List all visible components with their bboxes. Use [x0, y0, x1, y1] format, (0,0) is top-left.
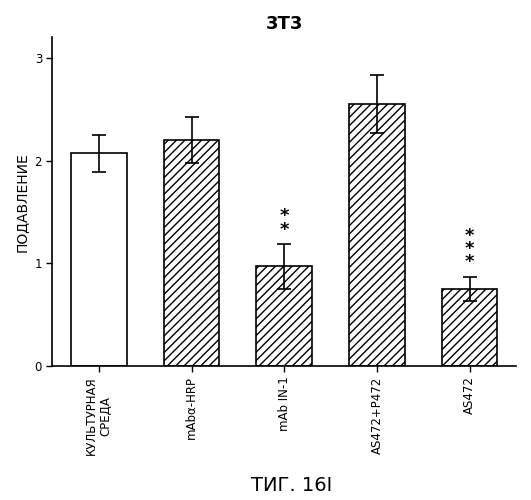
Title: 3T3: 3T3	[266, 15, 303, 33]
Text: *: *	[279, 220, 289, 238]
Bar	[349, 104, 405, 366]
Text: *: *	[465, 254, 474, 272]
Bar	[256, 266, 312, 366]
Text: ΤИГ. 16I: ΤИГ. 16I	[251, 476, 333, 495]
Bar	[442, 289, 498, 366]
Text: *: *	[465, 227, 474, 245]
Y-axis label: ПОДАВЛЕНИЕ: ПОДАВЛЕНИЕ	[15, 152, 29, 252]
Text: *: *	[279, 208, 289, 226]
Bar	[71, 154, 126, 366]
Bar	[164, 140, 219, 366]
Text: *: *	[465, 240, 474, 258]
